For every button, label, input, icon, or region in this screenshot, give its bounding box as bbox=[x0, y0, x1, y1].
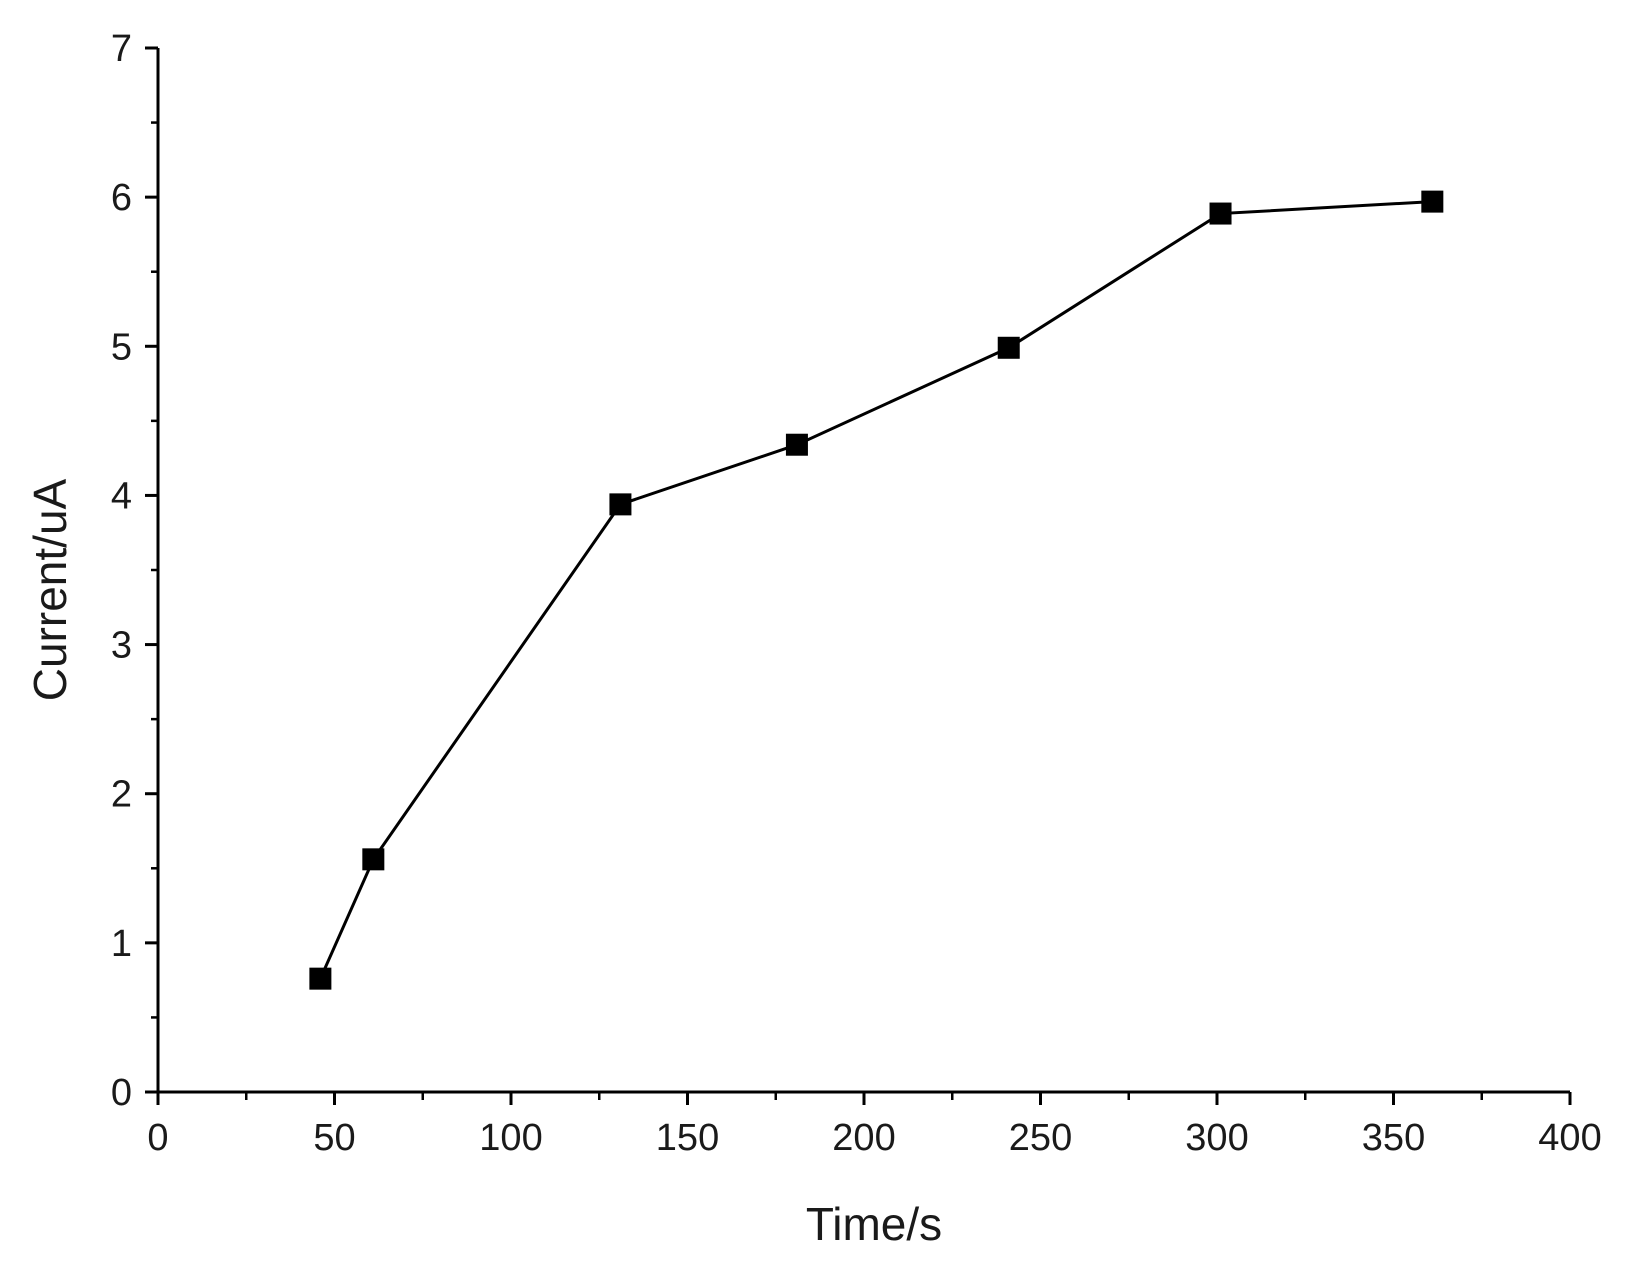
x-tick-label: 250 bbox=[1009, 1117, 1072, 1159]
x-tick-label: 0 bbox=[147, 1117, 168, 1159]
x-tick-label: 50 bbox=[313, 1117, 355, 1159]
y-tick-label: 6 bbox=[111, 177, 132, 219]
y-tick-label: 1 bbox=[111, 923, 132, 965]
data-point-marker bbox=[609, 493, 632, 516]
x-tick-labels: 0 50 100 150 200 250 300 350 400 bbox=[147, 1117, 1601, 1159]
y-minor-ticks bbox=[151, 121, 158, 1019]
x-axis-title: Time/s bbox=[806, 1198, 942, 1250]
x-major-ticks bbox=[156, 1092, 1572, 1105]
x-tick-label: 200 bbox=[832, 1117, 895, 1159]
data-point-marker bbox=[362, 848, 385, 871]
y-tick-label: 5 bbox=[111, 326, 132, 368]
x-tick-label: 150 bbox=[656, 1117, 719, 1159]
series-layer bbox=[309, 190, 1444, 990]
x-tick-label: 350 bbox=[1362, 1117, 1425, 1159]
y-tick-label: 2 bbox=[111, 774, 132, 816]
x-tick-label: 300 bbox=[1185, 1117, 1248, 1159]
y-major-ticks bbox=[145, 46, 158, 1094]
series-line bbox=[319, 200, 1433, 980]
x-tick-label: 100 bbox=[479, 1117, 542, 1159]
y-tick-label: 4 bbox=[111, 475, 132, 517]
y-tick-labels: 0 1 2 3 4 5 6 7 bbox=[111, 28, 132, 1114]
y-tick-label: 0 bbox=[111, 1072, 132, 1114]
x-tick-label: 400 bbox=[1538, 1117, 1601, 1159]
y-tick-label: 3 bbox=[111, 625, 132, 667]
data-point-marker bbox=[1421, 190, 1444, 213]
data-point-marker bbox=[1209, 202, 1232, 225]
data-point-marker bbox=[309, 967, 332, 990]
y-tick-label: 7 bbox=[111, 28, 132, 70]
data-point-marker bbox=[997, 336, 1020, 359]
data-point-marker bbox=[785, 433, 808, 456]
y-axis-title: Current/uA bbox=[24, 478, 76, 701]
